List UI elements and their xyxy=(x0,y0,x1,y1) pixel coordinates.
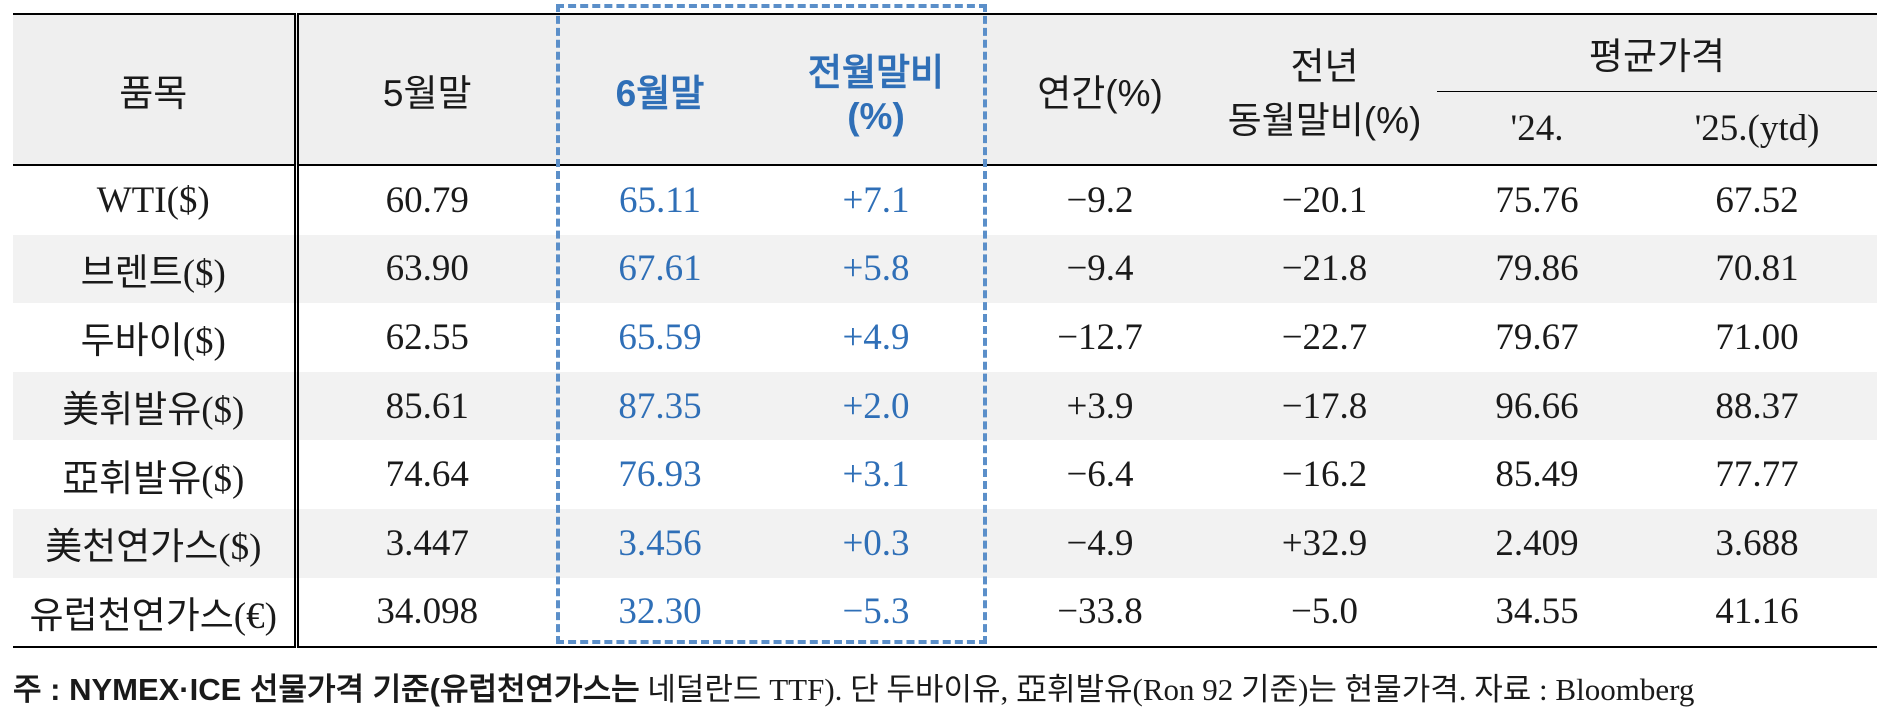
cell-mom: −5.3 xyxy=(764,577,988,649)
cell-y25: 77.77 xyxy=(1637,440,1877,509)
cell-may: 34.098 xyxy=(296,577,556,649)
cell-jun: 87.35 xyxy=(556,371,764,441)
cell-may: 60.79 xyxy=(296,165,556,235)
cell-y25: 67.52 xyxy=(1637,165,1877,235)
header-item: 품목 xyxy=(13,13,299,166)
cell-may: 63.90 xyxy=(296,234,556,304)
header-mom-line1: 전월말비 xyxy=(807,51,945,93)
header-mom-line2: (%) xyxy=(847,95,905,137)
cell-item: 유럽천연가스(€) xyxy=(13,577,299,649)
cell-yoy: +32.9 xyxy=(1212,508,1437,578)
cell-item: 브렌트($) xyxy=(13,234,299,304)
cell-mom: +4.9 xyxy=(764,303,988,372)
cell-y25: 71.00 xyxy=(1637,303,1877,372)
table-row: 브렌트($) 63.90 67.61 +5.8 −9.4 −21.8 79.86 70.81 xyxy=(13,234,1877,304)
cell-item: 美휘발유($) xyxy=(13,371,299,441)
header-avg-price: 평균가격 xyxy=(1437,13,1877,92)
cell-yoy: −5.0 xyxy=(1212,577,1437,649)
header-y25: '25.(ytd) xyxy=(1637,91,1877,166)
header-yoy: 전년 동월말비(%) xyxy=(1212,13,1437,166)
cell-mom: +0.3 xyxy=(764,508,988,578)
cell-y25: 3.688 xyxy=(1637,508,1877,578)
cell-mom: +5.8 xyxy=(764,234,988,304)
header-yoy-line2: 동월말비(%) xyxy=(1227,99,1422,141)
cell-annual: −4.9 xyxy=(988,508,1212,578)
header-annual: 연간(%) xyxy=(988,13,1212,166)
oil-gas-price-table: 품목 5월말 6월말 전월말비 (%) 연간(%) 전년 동월말비(%) 평균가… xyxy=(13,13,1877,649)
cell-y24: 2.409 xyxy=(1437,508,1637,578)
cell-may: 85.61 xyxy=(296,371,556,441)
cell-y25: 88.37 xyxy=(1637,371,1877,441)
header-yoy-line1: 전년 xyxy=(1290,45,1359,87)
cell-y24: 34.55 xyxy=(1437,577,1637,649)
cell-yoy: −17.8 xyxy=(1212,371,1437,441)
cell-annual: −9.4 xyxy=(988,234,1212,304)
cell-may: 3.447 xyxy=(296,508,556,578)
header-may-end: 5월말 xyxy=(296,13,556,166)
cell-yoy: −20.1 xyxy=(1212,165,1437,235)
cell-jun: 76.93 xyxy=(556,440,764,509)
cell-y25: 70.81 xyxy=(1637,234,1877,304)
table-header: 품목 5월말 6월말 전월말비 (%) 연간(%) 전년 동월말비(%) 평균가… xyxy=(13,13,1877,166)
cell-annual: +3.9 xyxy=(988,371,1212,441)
cell-jun: 3.456 xyxy=(556,508,764,578)
footnote-rest: 네덜란드 TTF). 단 두바이유, 亞휘발유(Ron 92 기준)는 현물가격… xyxy=(639,672,1695,707)
table-row: 美천연가스($) 3.447 3.456 +0.3 −4.9 +32.9 2.409 3.68… xyxy=(13,508,1877,578)
cell-y24: 96.66 xyxy=(1437,371,1637,441)
price-table-container: 품목 5월말 6월말 전월말비 (%) 연간(%) 전년 동월말비(%) 평균가… xyxy=(13,13,1877,649)
cell-jun: 65.11 xyxy=(556,165,764,235)
cell-y24: 85.49 xyxy=(1437,440,1637,509)
cell-yoy: −16.2 xyxy=(1212,440,1437,509)
cell-y24: 75.76 xyxy=(1437,165,1637,235)
table-row: WTI($) 60.79 65.11 +7.1 −9.2 −20.1 75.76 67.52 xyxy=(13,165,1877,235)
table-row: 美휘발유($) 85.61 87.35 +2.0 +3.9 −17.8 96.66 88.37 xyxy=(13,371,1877,441)
cell-yoy: −21.8 xyxy=(1212,234,1437,304)
cell-may: 74.64 xyxy=(296,440,556,509)
cell-jun: 67.61 xyxy=(556,234,764,304)
table-body: WTI($) 60.79 65.11 +7.1 −9.2 −20.1 75.76 67.52 브… xyxy=(13,165,1877,649)
cell-annual: −33.8 xyxy=(988,577,1212,649)
cell-item: 美천연가스($) xyxy=(13,508,299,578)
footnote: 주 : NYMEX·ICE 선물가격 기준(유럽천연가스는 네덜란드 TTF).… xyxy=(13,664,1694,709)
cell-annual: −9.2 xyxy=(988,165,1212,235)
cell-yoy: −22.7 xyxy=(1212,303,1437,372)
cell-jun: 32.30 xyxy=(556,577,764,649)
cell-may: 62.55 xyxy=(296,303,556,372)
cell-y24: 79.86 xyxy=(1437,234,1637,304)
cell-annual: −6.4 xyxy=(988,440,1212,509)
cell-item: WTI($) xyxy=(13,165,299,235)
cell-annual: −12.7 xyxy=(988,303,1212,372)
cell-mom: +2.0 xyxy=(764,371,988,441)
cell-y24: 79.67 xyxy=(1437,303,1637,372)
table-row: 亞휘발유($) 74.64 76.93 +3.1 −6.4 −16.2 85.49 77.77 xyxy=(13,440,1877,509)
cell-mom: +3.1 xyxy=(764,440,988,509)
cell-mom: +7.1 xyxy=(764,165,988,235)
cell-y25: 41.16 xyxy=(1637,577,1877,649)
header-jun-end: 6월말 xyxy=(556,13,764,166)
table-row: 두바이($) 62.55 65.59 +4.9 −12.7 −22.7 79.67 71.00 xyxy=(13,303,1877,372)
header-y24: '24. xyxy=(1437,91,1637,166)
cell-item: 두바이($) xyxy=(13,303,299,372)
footnote-prefix: 주 : NYMEX·ICE 선물가격 기준(유럽천연가스는 xyxy=(13,672,640,707)
table-row: 유럽천연가스(€) 34.098 32.30 −5.3 −33.8 −5.0 34.55 41… xyxy=(13,577,1877,649)
header-mom: 전월말비 (%) xyxy=(764,13,988,166)
cell-item: 亞휘발유($) xyxy=(13,440,299,509)
cell-jun: 65.59 xyxy=(556,303,764,372)
